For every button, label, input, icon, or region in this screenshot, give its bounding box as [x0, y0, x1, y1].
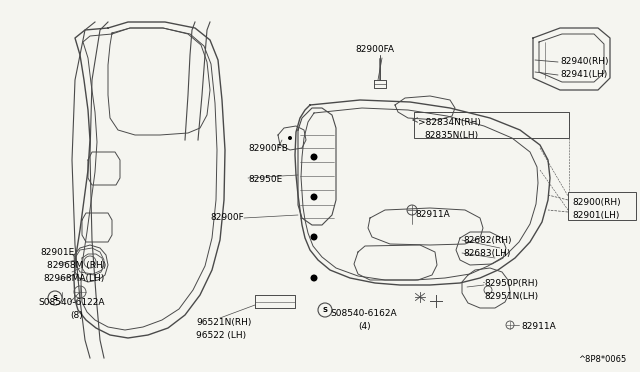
Text: 82682(RH): 82682(RH) [463, 236, 511, 245]
Text: 82900FB: 82900FB [248, 144, 288, 153]
Text: 82900F: 82900F [210, 213, 244, 222]
Text: 82900(RH): 82900(RH) [572, 198, 621, 207]
Text: S: S [52, 295, 58, 301]
Text: 82901E: 82901E [40, 248, 74, 257]
Text: 82683(LH): 82683(LH) [463, 249, 510, 258]
Text: 82835N(LH): 82835N(LH) [424, 131, 478, 140]
Text: 82950P(RH): 82950P(RH) [484, 279, 538, 288]
Text: S08540-6122A: S08540-6122A [38, 298, 104, 307]
Text: 82950E: 82950E [248, 175, 282, 184]
Text: (4): (4) [358, 322, 371, 331]
Text: 82901(LH): 82901(LH) [572, 211, 620, 220]
Text: 82941(LH): 82941(LH) [560, 70, 607, 79]
Circle shape [310, 234, 317, 241]
Text: 82911A: 82911A [415, 210, 450, 219]
Text: 82900FA: 82900FA [355, 45, 394, 54]
Text: 82951N(LH): 82951N(LH) [484, 292, 538, 301]
Text: S08540-6162A: S08540-6162A [330, 309, 397, 318]
Circle shape [288, 136, 292, 140]
Text: ^8P8*0065: ^8P8*0065 [578, 355, 627, 364]
Text: (8): (8) [70, 311, 83, 320]
Text: 82940(RH): 82940(RH) [560, 57, 609, 66]
Text: 96522 (LH): 96522 (LH) [196, 331, 246, 340]
Text: 82911A: 82911A [521, 322, 556, 331]
Text: >82834N(RH): >82834N(RH) [418, 118, 481, 127]
Circle shape [310, 193, 317, 201]
Bar [414, 112, 569, 138]
Text: 96521N(RH): 96521N(RH) [196, 318, 252, 327]
Text: S: S [323, 307, 328, 313]
Circle shape [310, 154, 317, 160]
Text: 82968M (RH): 82968M (RH) [47, 261, 106, 270]
Text: 82968MA(LH): 82968MA(LH) [43, 274, 104, 283]
Circle shape [310, 275, 317, 282]
Bar [568, 192, 636, 220]
